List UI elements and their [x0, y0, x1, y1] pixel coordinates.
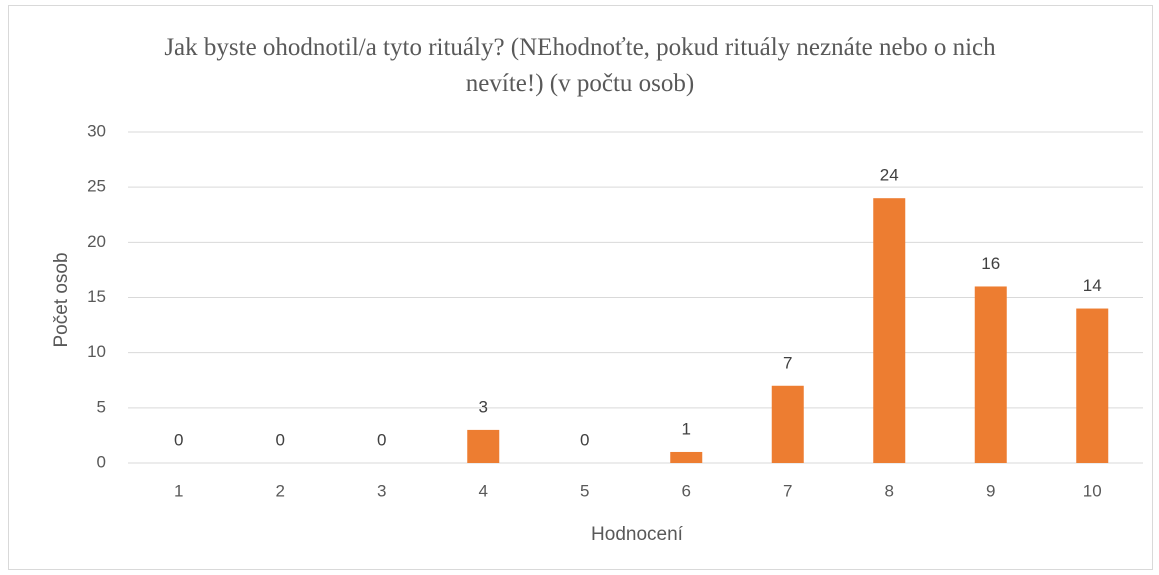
- x-tick-label: 6: [682, 481, 691, 500]
- x-tick-label: 3: [377, 481, 386, 500]
- y-tick-label: 30: [87, 121, 106, 140]
- data-label: 0: [377, 430, 386, 449]
- x-tick-label: 9: [986, 481, 995, 500]
- x-tick-label: 4: [479, 481, 488, 500]
- bar: [1076, 308, 1109, 463]
- x-tick-label: 10: [1083, 481, 1102, 500]
- bar: [873, 198, 906, 463]
- y-tick-label: 5: [97, 397, 106, 416]
- x-tick-label: 5: [580, 481, 589, 500]
- y-tick-label: 10: [87, 342, 106, 361]
- bar: [670, 451, 703, 463]
- y-tick-label: 15: [87, 287, 106, 306]
- y-axis-label: Počet osob: [51, 252, 72, 347]
- bar: [467, 429, 500, 463]
- data-label: 1: [682, 419, 691, 438]
- x-tick-label: 8: [885, 481, 894, 500]
- data-label: 3: [479, 397, 488, 416]
- data-label: 0: [276, 430, 285, 449]
- y-tick-label: 25: [87, 177, 106, 196]
- chart-frame: [8, 5, 1153, 570]
- y-tick-label: 0: [97, 452, 106, 471]
- y-tick-label: 20: [87, 232, 106, 251]
- data-label: 0: [580, 430, 589, 449]
- x-tick-label: 7: [783, 481, 792, 500]
- x-tick-label: 1: [174, 481, 183, 500]
- bar: [974, 286, 1007, 463]
- chart-title: Jak byste ohodnotil/a tyto rituály? (NEh…: [164, 34, 996, 97]
- x-axis-label: Hodnocení: [591, 524, 684, 545]
- bar: [771, 385, 804, 463]
- data-label: 7: [783, 353, 792, 372]
- data-label: 0: [174, 430, 183, 449]
- data-label: 14: [1083, 276, 1102, 295]
- x-tick-label: 2: [276, 481, 285, 500]
- data-label: 16: [981, 254, 1000, 273]
- data-label: 24: [880, 166, 899, 185]
